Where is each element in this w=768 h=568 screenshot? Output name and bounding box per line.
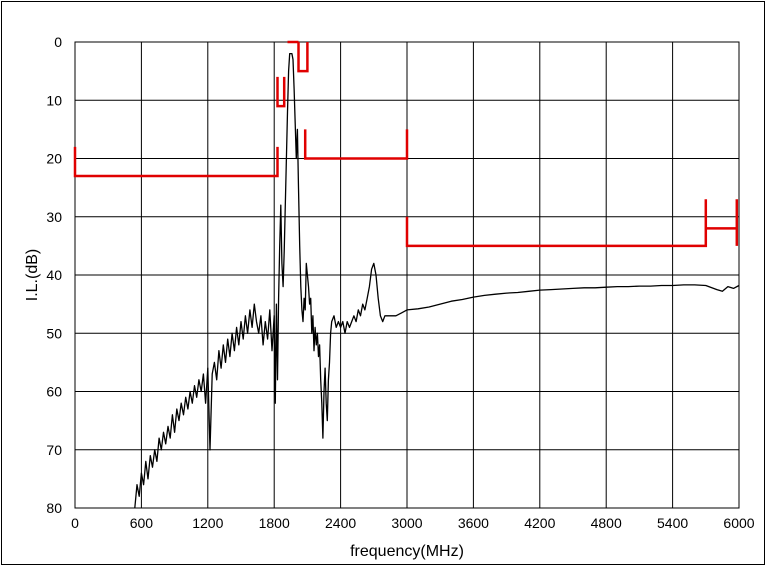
y-axis-label: I.L.(dB)	[24, 249, 41, 301]
y-tick-label: 60	[46, 384, 62, 400]
y-tick-label: 40	[46, 267, 62, 283]
y-tick-label: 0	[54, 34, 62, 50]
y-tick-label: 80	[46, 500, 62, 516]
x-tick-label: 4200	[524, 515, 555, 531]
x-axis-label: frequency(MHz)	[350, 543, 464, 560]
y-tick-label: 70	[46, 442, 62, 458]
x-tick-label: 600	[130, 515, 154, 531]
x-tick-label: 1800	[259, 515, 290, 531]
spec-mask-segment	[297, 42, 309, 73]
y-tick-label: 20	[46, 151, 62, 167]
y-tick-label: 30	[46, 209, 62, 225]
x-tick-label: 6000	[723, 515, 754, 531]
x-tick-label: 5400	[657, 515, 688, 531]
x-tick-label: 3600	[458, 515, 489, 531]
spec-mask-segment	[73, 146, 279, 178]
x-tick-label: 4800	[591, 515, 622, 531]
x-tick-label: 0	[71, 515, 79, 531]
response-line	[134, 52, 740, 509]
x-tick-labels: 0 600 1200 1800 2400 3000 3600 4200 4800 5400 6000	[71, 515, 755, 531]
spec-mask-segment	[276, 76, 286, 108]
y-tick-label: 50	[46, 325, 62, 341]
spec-mask-segment	[405, 199, 739, 248]
y-tick-labels: 0 10 20 30 40 50 60 70 80	[46, 34, 62, 516]
spec-mask-segment	[303, 129, 409, 160]
y-tick-label: 10	[46, 92, 62, 108]
series-group	[73, 40, 740, 509]
x-tick-label: 3000	[391, 515, 422, 531]
grid	[74, 41, 740, 509]
x-tick-label: 2400	[325, 515, 356, 531]
x-tick-label: 1200	[192, 515, 223, 531]
